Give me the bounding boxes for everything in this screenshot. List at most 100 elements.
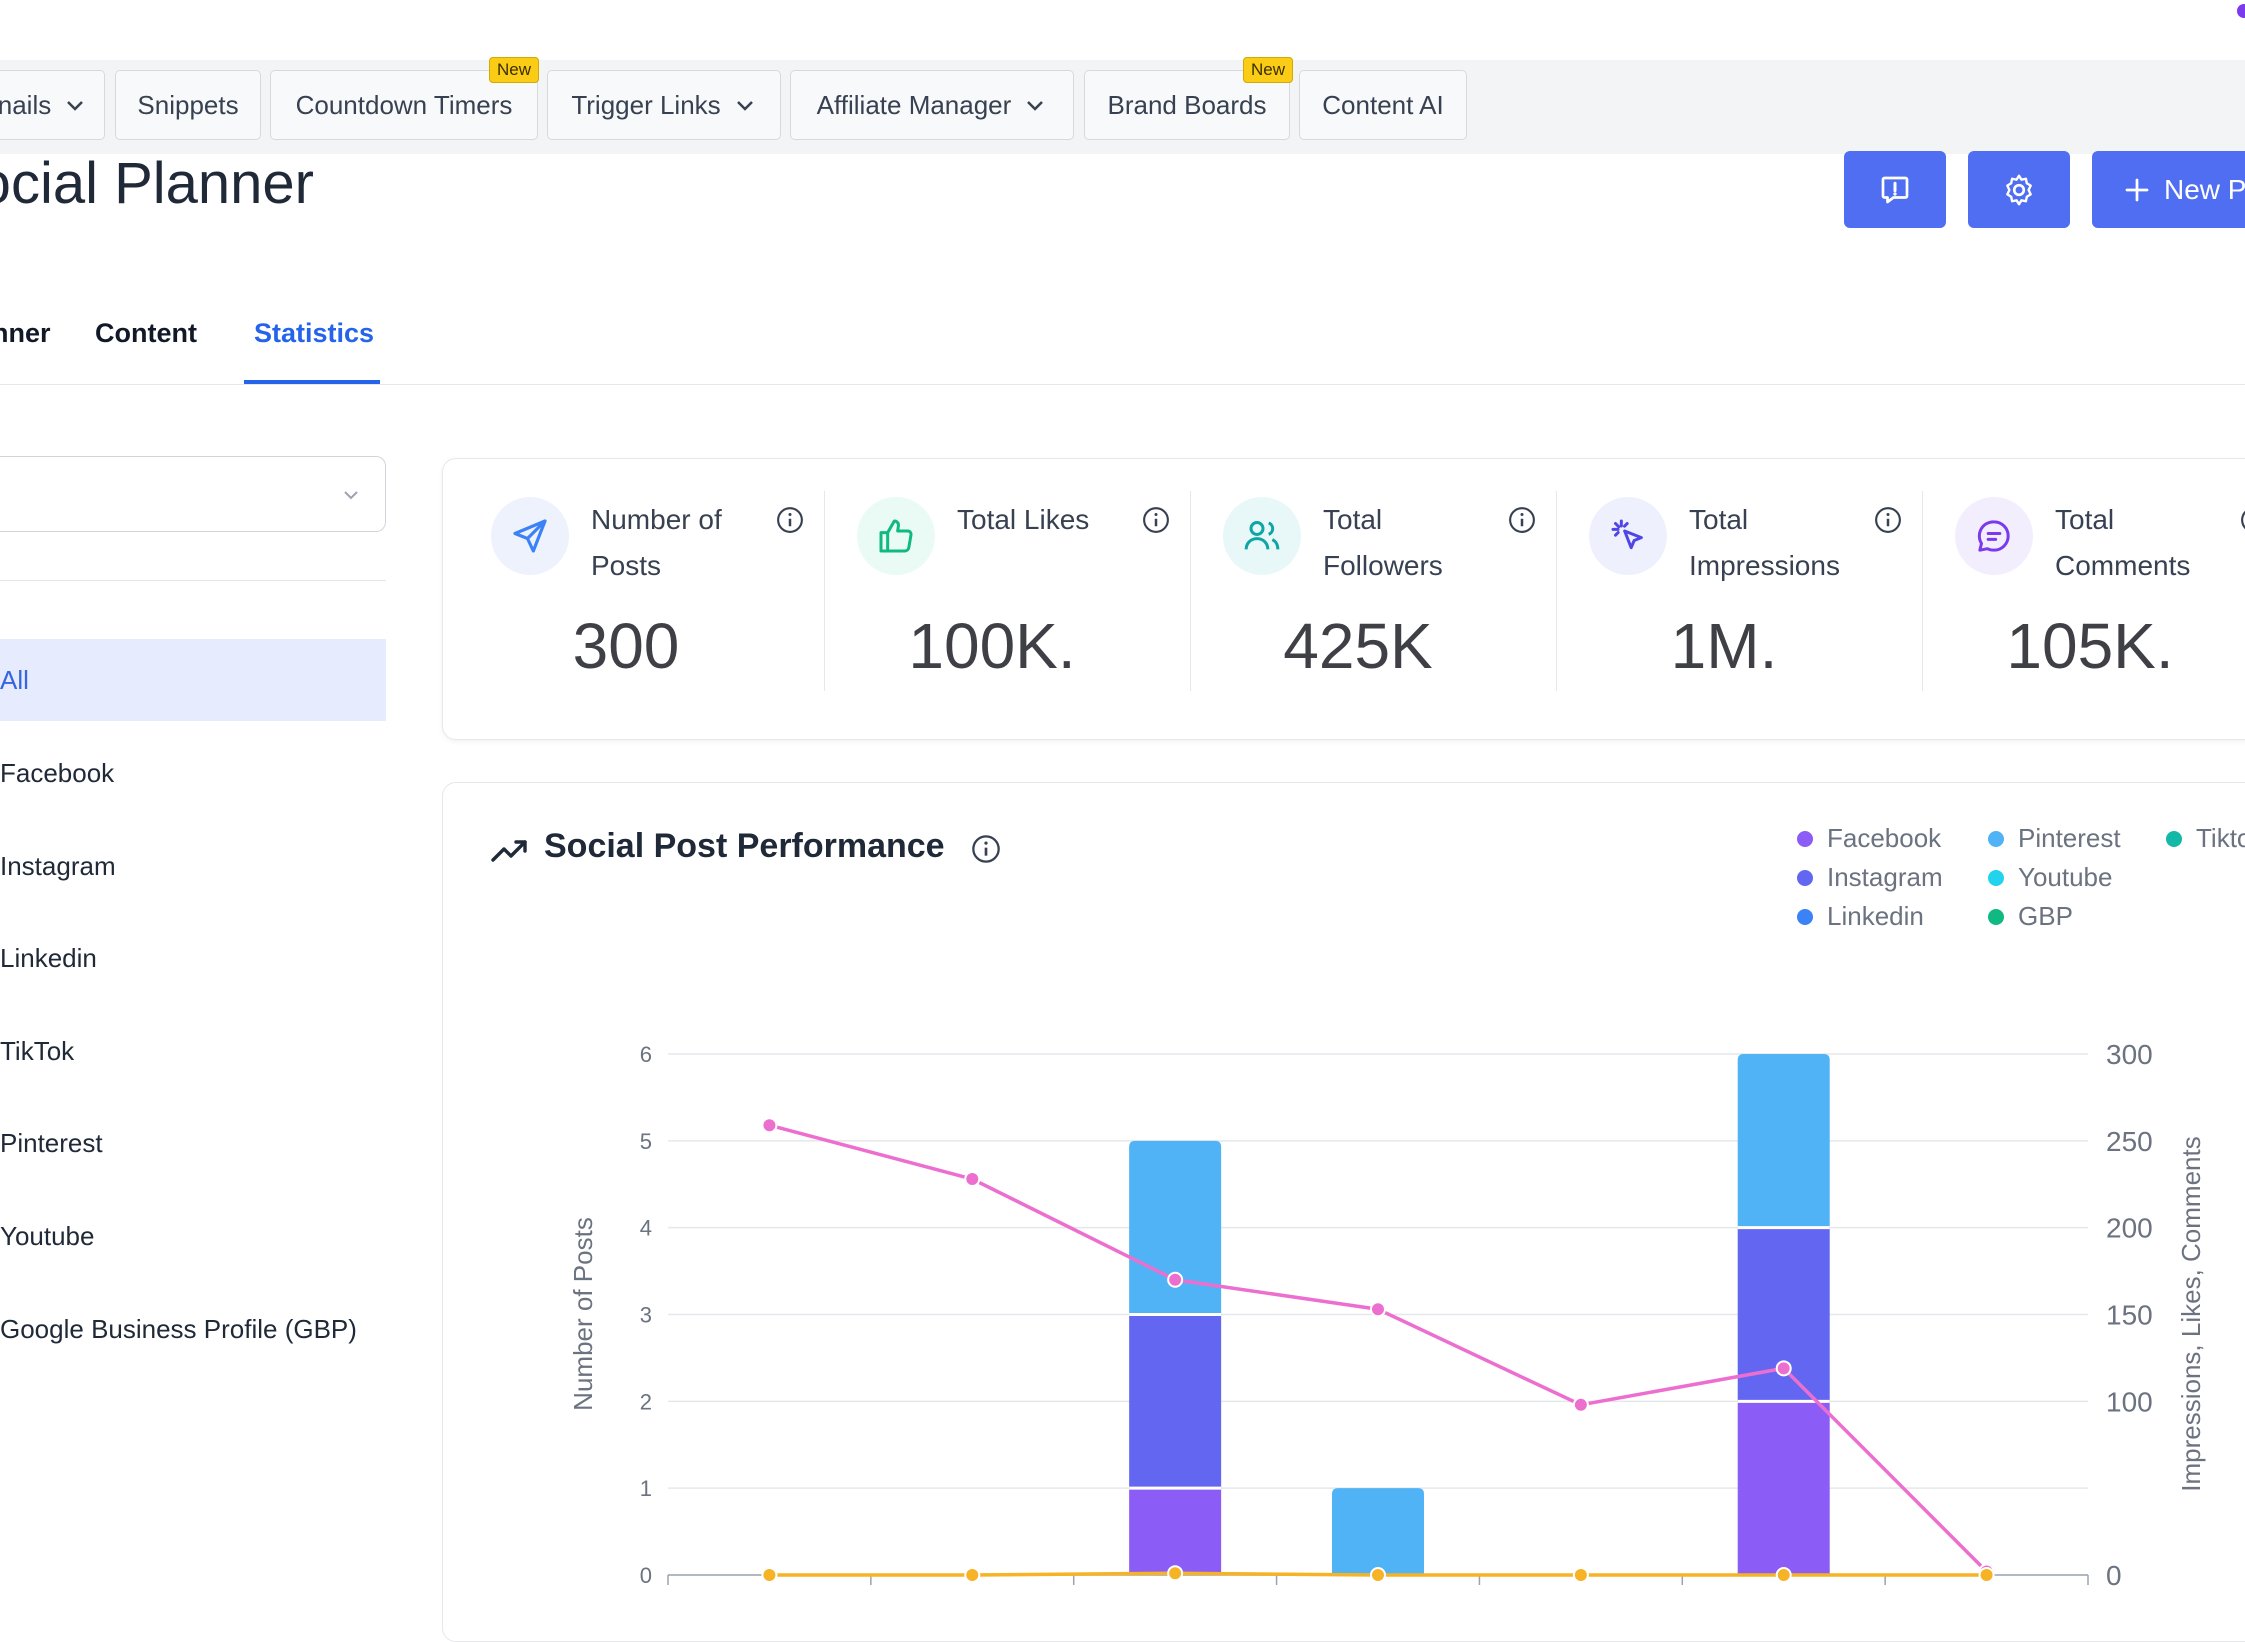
info-icon[interactable] xyxy=(1507,505,1537,535)
stats-card: Number of Posts 300 Total Likes 100K. To… xyxy=(442,458,2245,740)
info-icon[interactable] xyxy=(2239,505,2245,535)
legend-label: Instagram xyxy=(1827,862,1943,892)
legend-dot xyxy=(1988,908,2004,925)
legend-dot xyxy=(2166,830,2182,847)
sidebar-item-facebook[interactable]: Facebook xyxy=(0,732,386,814)
legend-item-linkedin[interactable]: Linkedin xyxy=(1797,901,1924,932)
legend-label: Youtube xyxy=(2018,862,2113,892)
legend-dot xyxy=(1797,869,1813,886)
nav-item-countdown-timers[interactable]: Countdown Timers New xyxy=(270,57,540,140)
sidebar-item-label: Youtube xyxy=(0,1220,95,1251)
line-point xyxy=(1978,1567,1995,1583)
stat-label: Total Comments xyxy=(2055,504,2191,581)
stat-value: 1M. xyxy=(1670,610,1778,682)
stat-label: Total Likes xyxy=(957,504,1090,535)
y2-tick-label: 200 xyxy=(2106,1213,2153,1244)
line-point xyxy=(964,1567,981,1583)
sidebar-item-label: All xyxy=(0,664,29,695)
stat-value: 300 xyxy=(572,610,680,682)
chevron-down-icon xyxy=(67,101,84,111)
bar-segment xyxy=(1129,1140,1222,1315)
legend-label: GBP xyxy=(2018,901,2073,931)
new-badge: New xyxy=(489,57,540,83)
feedback-icon xyxy=(1881,176,1909,203)
nav-item-affiliate-manager[interactable]: Affiliate Manager xyxy=(790,70,1074,140)
nav-item-label: Countdown Timers xyxy=(295,89,513,120)
line-point xyxy=(1572,1567,1589,1583)
sidebar-item-label: Facebook xyxy=(0,757,115,788)
sidebar-item-gbp[interactable]: Google Business Profile (GBP) xyxy=(0,1288,386,1370)
legend-dot xyxy=(1797,830,1813,847)
active-tab-indicator xyxy=(244,380,380,384)
tab-planner[interactable]: nner xyxy=(0,318,51,348)
line-point xyxy=(1167,1565,1184,1582)
stat-divider xyxy=(824,491,825,691)
chevron-down-icon xyxy=(344,491,358,500)
avatar[interactable] xyxy=(2237,4,2245,18)
account-select[interactable] xyxy=(0,456,386,532)
tab-content[interactable]: Content xyxy=(95,318,197,348)
y-tick-label: 6 xyxy=(640,1042,652,1067)
line-point xyxy=(1572,1396,1589,1413)
nav-item-snippets[interactable]: Snippets xyxy=(115,70,261,140)
chart-plot: 0 1 2 3 4 5 6 0 100 150 200 250 300 Number of Posts Im… xyxy=(568,1039,2206,1591)
line-point xyxy=(761,1567,778,1583)
feedback-button[interactable] xyxy=(1844,151,1946,228)
stat-total-comments: Total Comments 105K. xyxy=(1907,459,2245,741)
sidebar-item-tiktok[interactable]: TikTok xyxy=(0,1010,386,1092)
line-point xyxy=(1775,1360,1792,1377)
stat-total-followers: Total Followers 425K xyxy=(1175,459,1541,741)
tabs-divider xyxy=(0,384,2245,385)
nav-item-brand-boards[interactable]: Brand Boards New xyxy=(1084,57,1294,140)
new-post-button[interactable]: New P xyxy=(2092,151,2245,228)
y-tick-label: 2 xyxy=(640,1389,652,1414)
info-icon[interactable] xyxy=(1141,505,1171,535)
stat-icon-circle xyxy=(1589,497,1667,575)
nav-item-label: nails xyxy=(0,89,52,120)
legend-item-gbp[interactable]: GBP xyxy=(1988,901,2073,932)
new-badge: New xyxy=(1243,57,1294,83)
legend-item-pinterest[interactable]: Pinterest xyxy=(1988,823,2121,854)
nav-item-content-ai[interactable]: Content AI xyxy=(1299,70,1467,140)
legend-item-youtube[interactable]: Youtube xyxy=(1988,862,2112,893)
thumbs-up-icon xyxy=(879,519,913,553)
gear-icon xyxy=(2006,174,2032,205)
plus-icon xyxy=(2125,178,2149,201)
y-tick-label: 4 xyxy=(640,1216,652,1241)
bar-segment xyxy=(1129,1314,1222,1489)
legend-item-facebook[interactable]: Facebook xyxy=(1797,823,1941,854)
bar-segment xyxy=(1332,1488,1424,1575)
stat-value: 425K xyxy=(1283,610,1433,682)
y-tick-label: 1 xyxy=(640,1476,652,1501)
sidebar-item-linkedin[interactable]: Linkedin xyxy=(0,917,386,999)
stat-label: Total Impressions xyxy=(1689,504,1840,581)
info-icon[interactable] xyxy=(970,833,1002,865)
y2-tick-label: 150 xyxy=(2106,1300,2153,1331)
sidebar-item-label: Google Business Profile (GBP) xyxy=(0,1313,357,1344)
nav-item-label: Trigger Links xyxy=(571,89,721,120)
sidebar-item-all[interactable]: All xyxy=(0,639,386,721)
line-point xyxy=(1167,1271,1184,1288)
line-point xyxy=(1775,1567,1792,1583)
tab-statistics[interactable]: Statistics xyxy=(254,318,375,348)
info-icon[interactable] xyxy=(1873,505,1903,535)
info-icon[interactable] xyxy=(775,505,805,535)
nav-item-emails[interactable]: nails xyxy=(0,70,105,140)
legend-item-tiktok[interactable]: Tikto xyxy=(2166,823,2245,854)
stat-value: 100K. xyxy=(908,610,1076,682)
sidebar-item-instagram[interactable]: Instagram xyxy=(0,825,386,907)
y2-tick-label: 250 xyxy=(2106,1126,2153,1157)
legend-dot xyxy=(1797,908,1813,925)
sidebar-item-label: Pinterest xyxy=(0,1127,103,1158)
legend-label: Linkedin xyxy=(1827,901,1924,931)
sidebar-item-youtube[interactable]: Youtube xyxy=(0,1195,386,1277)
sidebar-item-pinterest[interactable]: Pinterest xyxy=(0,1102,386,1184)
message-icon xyxy=(1977,520,2010,552)
settings-button[interactable] xyxy=(1968,151,2070,228)
y2-tick-label: 300 xyxy=(2106,1039,2153,1070)
nav-item-trigger-links[interactable]: Trigger Links xyxy=(547,70,781,140)
legend-item-instagram[interactable]: Instagram xyxy=(1797,862,1943,893)
legend-dot xyxy=(1988,830,2004,847)
stat-icon-circle xyxy=(491,497,569,575)
stat-label: Number of Posts xyxy=(591,504,722,581)
